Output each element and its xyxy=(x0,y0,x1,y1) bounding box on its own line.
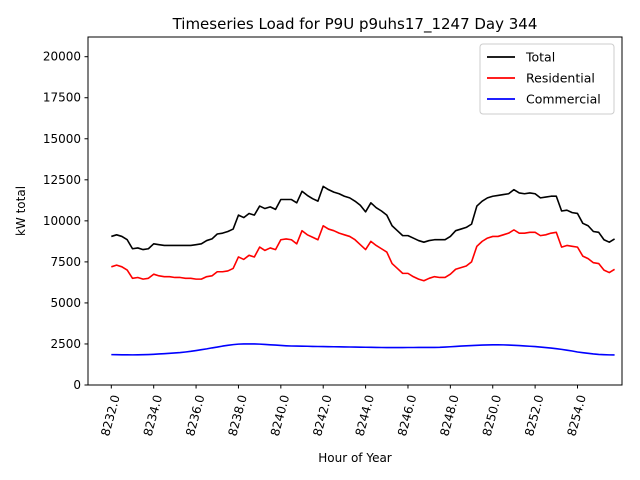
y-tick-label: 5000 xyxy=(50,296,81,310)
plot-frame xyxy=(87,36,623,386)
legend: Total Residential Commercial xyxy=(479,43,615,115)
y-tick-label: 7500 xyxy=(50,255,81,269)
y-tick-label: 20000 xyxy=(43,50,81,64)
y-tick-label: 12500 xyxy=(43,173,81,187)
legend-label-total: Total xyxy=(525,50,555,65)
x-axis-label: Hour of Year xyxy=(318,451,392,465)
series-layer xyxy=(111,185,616,356)
series-line-residential xyxy=(111,224,616,282)
y-tick-label: 15000 xyxy=(43,132,81,146)
y-axis: 0 2500 5000 7500 10000 12500 15000 17500 20000 xyxy=(43,50,88,392)
series-line-total xyxy=(111,185,616,251)
y-tick-label: 17500 xyxy=(43,91,81,105)
chart-title: Timeseries Load for P9U p9uhs17_1247 Day… xyxy=(172,15,538,34)
legend-box xyxy=(479,43,615,115)
y-axis-label: kW total xyxy=(14,186,28,236)
y-tick-label: 2500 xyxy=(50,337,81,351)
series-line-commercial xyxy=(111,343,615,356)
legend-label-residential: Residential xyxy=(526,71,595,86)
y-tick-label: 10000 xyxy=(43,214,81,228)
legend-label-commercial: Commercial xyxy=(526,92,601,107)
y-tick-label: 0 xyxy=(73,378,81,392)
